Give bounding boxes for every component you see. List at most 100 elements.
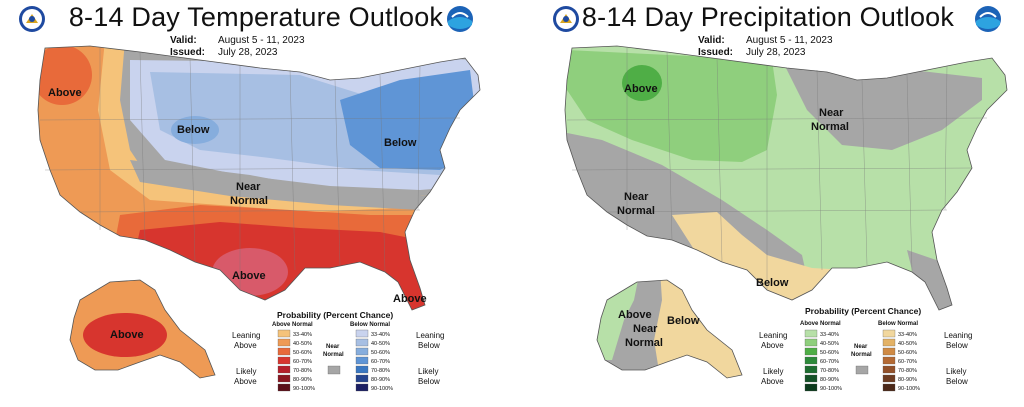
precipitation-map: Above Near Normal Near Normal Below Abov… xyxy=(564,45,1008,392)
precipitation-outlook-panel: 8-14 Day Precipitation Outlook Valid: Aug… xyxy=(512,0,1024,407)
precipitation-legend: Probability (Percent Chance) Above Norma… xyxy=(759,306,972,392)
legend-below-swatch xyxy=(355,338,369,347)
noaa-logo-icon xyxy=(447,6,473,32)
legend-below-swatch xyxy=(355,356,369,365)
legend-above-swatch xyxy=(277,347,291,356)
legend-likely-below: Likely xyxy=(418,367,438,376)
legend-likely-below-2: Below xyxy=(418,377,440,386)
legend-below-pct: 90-100% xyxy=(898,386,920,392)
noaa-doc-seal-icon xyxy=(553,6,579,32)
legend-above-pct: 40-50% xyxy=(293,341,312,347)
noaa-logo-icon xyxy=(975,6,1001,32)
legend-likely-above: Likely xyxy=(763,367,783,376)
precip-label-near-north: Near xyxy=(819,107,844,119)
temperature-valid: Valid: August 5 - 11, 2023 xyxy=(170,35,305,46)
legend-above-pct: 90-100% xyxy=(820,386,842,392)
legend-above-swatch xyxy=(277,356,291,365)
legend-below-pct: 50-60% xyxy=(371,350,390,356)
legend-likely-above: Likely xyxy=(236,367,256,376)
precipitation-issued: Issued: July 28, 2023 xyxy=(698,47,806,58)
legend-likely-below-2: Below xyxy=(946,377,968,386)
legend-below-swatch xyxy=(882,329,896,338)
temp-label-below-east: Below xyxy=(384,137,417,149)
legend-above-swatch xyxy=(804,365,818,374)
temp-label-below-central: Below xyxy=(177,124,210,136)
valid-label: Valid: xyxy=(170,35,197,46)
temp-label-above-alaska: Above xyxy=(110,329,144,341)
precipitation-title: 8-14 Day Precipitation Outlook xyxy=(581,2,955,32)
legend-below-swatch xyxy=(882,338,896,347)
valid-value: August 5 - 11, 2023 xyxy=(746,35,833,46)
temp-label-above-florida: Above xyxy=(393,293,427,305)
temp-label-above-west: Above xyxy=(48,87,82,99)
precip-label-below-alaska: Below xyxy=(667,315,700,327)
valid-value: August 5 - 11, 2023 xyxy=(218,35,305,46)
legend-leaning-below-2: Below xyxy=(418,341,440,350)
legend-above-swatch xyxy=(277,374,291,383)
precip-label-normal-north: Normal xyxy=(811,121,849,133)
legend-above-pct: 33-40% xyxy=(820,332,839,338)
precip-label-near-west: Near xyxy=(624,191,649,203)
legend-below-swatch xyxy=(882,347,896,356)
legend-below-swatch xyxy=(355,365,369,374)
legend-below-swatch xyxy=(355,347,369,356)
legend-above-pct: 50-60% xyxy=(293,350,312,356)
precip-label-near-alaska: Near xyxy=(633,323,658,335)
legend-leaning-above-2: Above xyxy=(234,341,257,350)
legend-below-pct: 70-80% xyxy=(898,368,917,374)
legend-above-swatch xyxy=(804,329,818,338)
legend-near: Near xyxy=(326,344,340,350)
issued-label: Issued: xyxy=(170,47,206,58)
legend-leaning-above: Leaning xyxy=(759,331,787,340)
legend-below-swatch xyxy=(355,374,369,383)
legend-below-pct: 60-70% xyxy=(898,359,917,365)
legend-above-pct: 60-70% xyxy=(293,359,312,365)
precip-label-above-alaska: Above xyxy=(618,309,652,321)
legend-near: Near xyxy=(854,344,868,350)
legend-below-pct: 90-100% xyxy=(371,386,393,392)
legend-below-swatch xyxy=(882,356,896,365)
legend-leaning-below: Leaning xyxy=(416,331,444,340)
legend-below-swatch xyxy=(355,329,369,338)
legend-likely-below: Likely xyxy=(946,367,966,376)
legend-leaning-above-2: Above xyxy=(761,341,784,350)
legend-normal: Normal xyxy=(851,352,872,358)
legend-leaning-above: Leaning xyxy=(232,331,260,340)
noaa-doc-seal-icon xyxy=(19,6,45,32)
legend-above-pct: 50-60% xyxy=(820,350,839,356)
temperature-title: 8-14 Day Temperature Outlook xyxy=(68,2,444,32)
legend-above-pct: 90-100% xyxy=(293,386,315,392)
legend-above-swatch xyxy=(804,383,818,392)
issued-value: July 28, 2023 xyxy=(218,47,278,58)
precip-label-above-northwest: Above xyxy=(624,83,658,95)
precip-label-normal-west: Normal xyxy=(617,205,655,217)
legend-above-pct: 33-40% xyxy=(293,332,312,338)
precip-label-below-south: Below xyxy=(756,277,789,289)
legend-above-swatch xyxy=(277,338,291,347)
legend-leaning-below-2: Below xyxy=(946,341,968,350)
legend-below-pct: 50-60% xyxy=(898,350,917,356)
legend-leaning-below: Leaning xyxy=(944,331,972,340)
legend-below-pct: 40-50% xyxy=(898,341,917,347)
legend-below-swatch xyxy=(882,383,896,392)
issued-value: July 28, 2023 xyxy=(746,47,806,58)
temp-label-near: Near xyxy=(236,181,261,193)
legend-above-col: Above Normal xyxy=(272,322,313,328)
precip-label-normal-alaska: Normal xyxy=(625,337,663,349)
legend-normal: Normal xyxy=(323,352,344,358)
legend-below-swatch xyxy=(882,374,896,383)
legend-below-swatch xyxy=(355,383,369,392)
legend-below-pct: 33-40% xyxy=(898,332,917,338)
legend-above-swatch xyxy=(804,338,818,347)
legend-near-swatch xyxy=(327,365,341,375)
legend-below-pct: 33-40% xyxy=(371,332,390,338)
legend-above-pct: 80-90% xyxy=(293,377,312,383)
temperature-legend: Probability (Percent Chance) Above Norma… xyxy=(232,310,444,392)
legend-above-swatch xyxy=(277,365,291,374)
legend-below-pct: 80-90% xyxy=(898,377,917,383)
legend-above-pct: 40-50% xyxy=(820,341,839,347)
legend-title: Probability (Percent Chance) xyxy=(277,310,393,320)
legend-title: Probability (Percent Chance) xyxy=(805,306,921,316)
temp-label-normal: Normal xyxy=(230,195,268,207)
